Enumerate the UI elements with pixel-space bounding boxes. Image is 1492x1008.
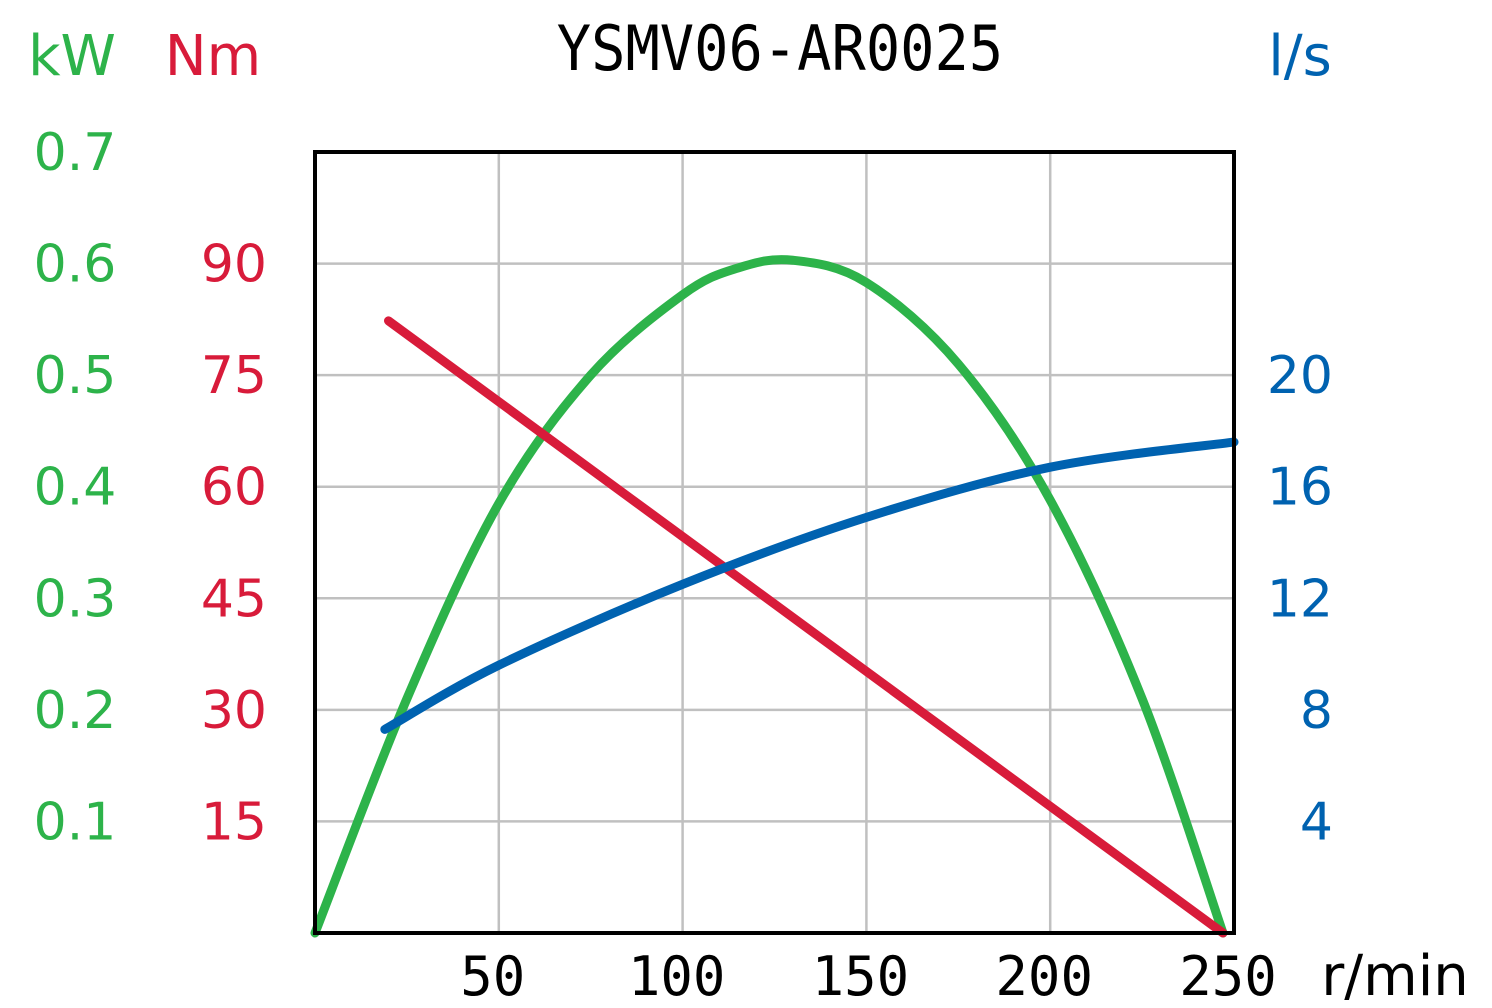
x-tick-label: 250: [1179, 945, 1277, 1008]
tick-labels: 50 100 150 200 250 0.1 0.2 0.3 0.4 0.5 0.6 0.7 15 30 4…: [34, 123, 1333, 1008]
x-tick-label: 50: [460, 945, 525, 1008]
power-tick-label: 0.6: [34, 235, 117, 295]
torque-axis-label: Nm: [165, 24, 261, 89]
flow-tick-label: 16: [1267, 458, 1333, 518]
flow-tick-label: 20: [1267, 346, 1333, 406]
x-tick-label: 100: [628, 945, 726, 1008]
torque-tick-label: 15: [201, 792, 267, 852]
power-series-line: [310, 255, 1228, 938]
flow-tick-label: 4: [1300, 792, 1333, 852]
flow-axis-label: l/s: [1268, 24, 1332, 89]
x-tick-label: 200: [995, 945, 1093, 1008]
power-tick-label: 0.5: [34, 346, 117, 406]
flow-tick-label: 8: [1300, 681, 1333, 741]
chart-title: YSMV06-AR0025: [557, 14, 1003, 86]
power-axis-label: kW: [28, 24, 116, 89]
torque-tick-label: 75: [201, 346, 267, 406]
torque-tick-label: 30: [201, 681, 267, 741]
power-tick-label: 0.3: [34, 569, 117, 629]
power-tick-label: 0.7: [34, 123, 117, 183]
torque-series-line: [384, 316, 1228, 938]
power-tick-label: 0.2: [34, 681, 117, 741]
flow-tick-label: 12: [1267, 569, 1333, 629]
flow-series-line: [380, 437, 1239, 734]
grid: [315, 152, 1234, 933]
plot-frame: [313, 150, 1236, 935]
x-tick-label: 150: [812, 945, 910, 1008]
x-axis-label: r/min: [1321, 944, 1469, 1008]
torque-tick-label: 90: [201, 235, 267, 295]
power-tick-label: 0.4: [34, 458, 117, 518]
torque-tick-label: 60: [201, 458, 267, 518]
power-tick-label: 0.1: [34, 792, 117, 852]
series-lines: [310, 255, 1239, 938]
torque-tick-label: 45: [201, 569, 267, 629]
